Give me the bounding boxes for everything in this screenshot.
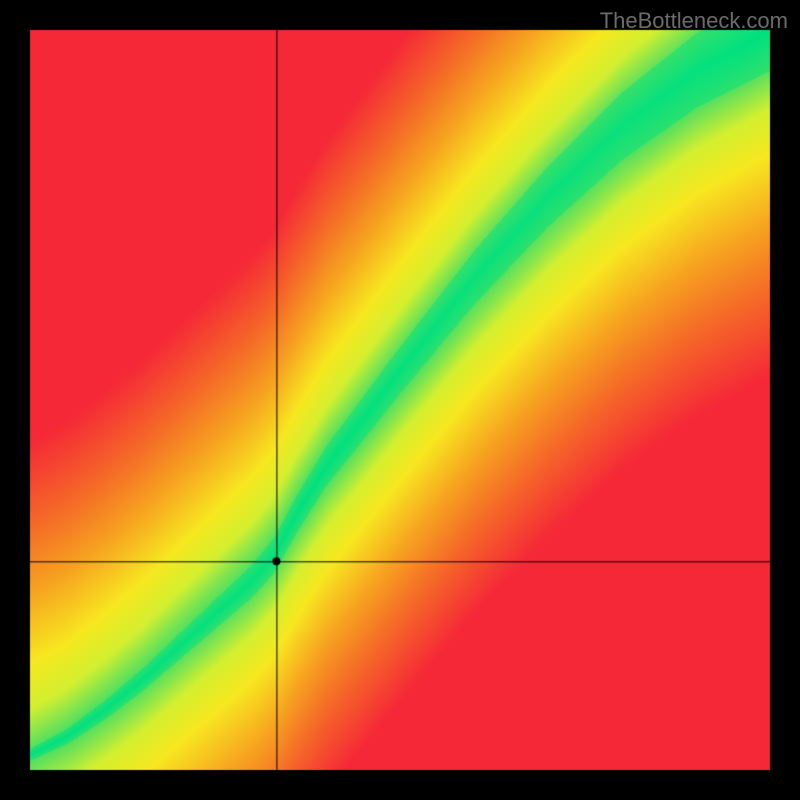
watermark-text: TheBottleneck.com	[600, 8, 788, 34]
bottleneck-chart: TheBottleneck.com	[0, 0, 800, 800]
heatmap-canvas	[0, 0, 800, 800]
